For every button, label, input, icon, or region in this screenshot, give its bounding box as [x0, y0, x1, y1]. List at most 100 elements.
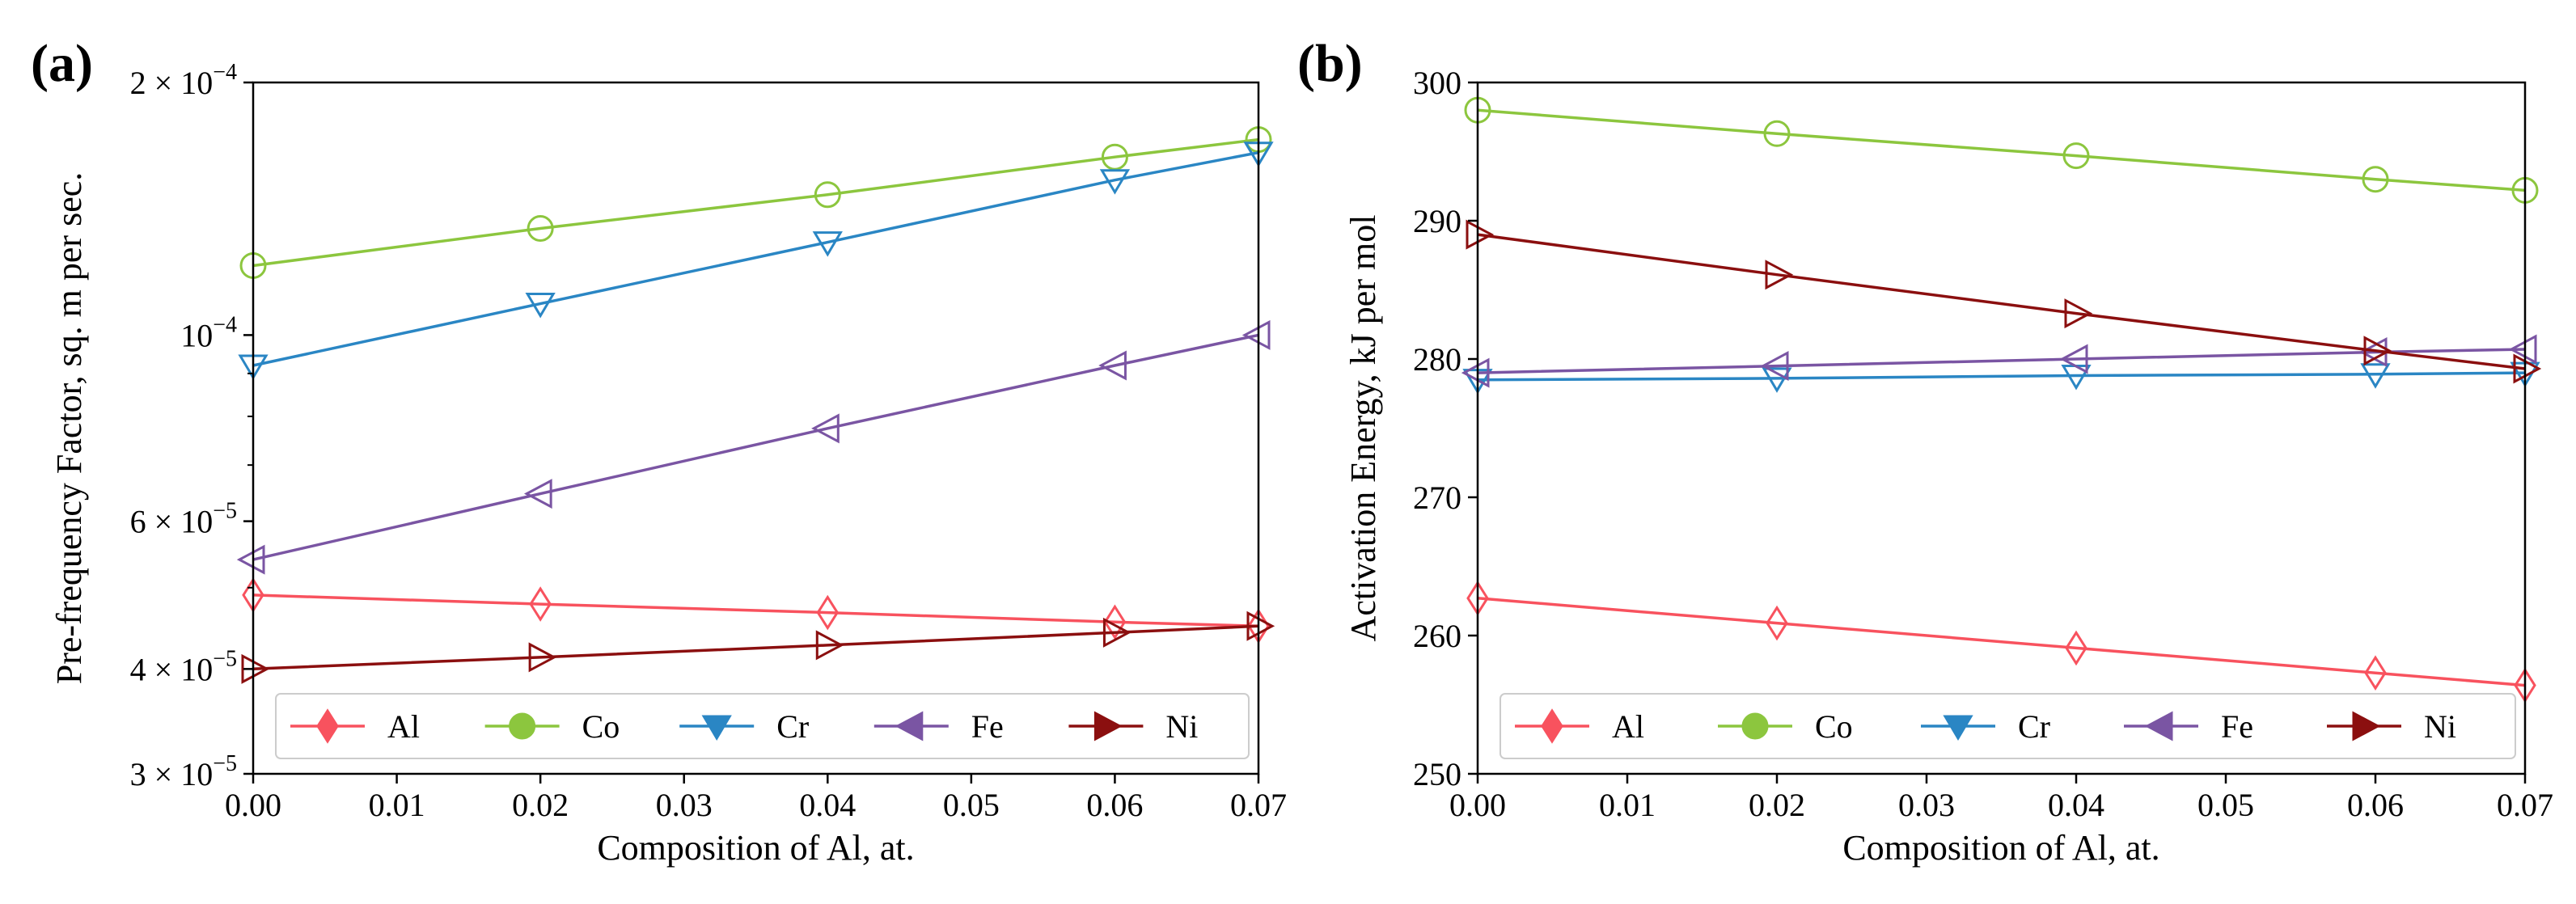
legend-marker: [1541, 708, 1563, 744]
legend-item-ni: Ni: [2327, 708, 2456, 745]
x-tick-label: 0.05: [2197, 787, 2254, 823]
legend-marker: [2144, 711, 2173, 741]
data-point-ni-2: [815, 630, 844, 661]
legend: Al Co Cr Fe Ni: [1499, 693, 2516, 759]
legend-label: Fe: [971, 708, 1004, 745]
data-point-ni-1: [528, 642, 557, 673]
data-point-ni-0: [1466, 219, 1495, 250]
series-ni: [241, 610, 1275, 684]
legend-item-al: Al: [1515, 708, 1644, 745]
data-point-ni-3: [2363, 336, 2392, 366]
data-point-al-3: [1103, 604, 1127, 640]
data-point-co-1: [1763, 120, 1791, 147]
data-point-fe-1: [1760, 351, 1789, 382]
data-point-co-2: [814, 181, 841, 209]
data-point-al-1: [529, 586, 552, 622]
y-tick-label: 280: [1413, 341, 1461, 378]
legend-item-fe: Fe: [873, 708, 1004, 745]
series-group: [1461, 96, 2542, 703]
legend-label: Co: [1815, 708, 1853, 745]
x-tick-label: 0.06: [1086, 787, 1143, 823]
data-point-ni-3: [1102, 617, 1131, 648]
y-ticks: 250 260 270 280 290 300: [1413, 65, 1478, 792]
series-al: [1466, 581, 2536, 703]
y-tick-label: 10−4: [180, 312, 237, 353]
data-point-co-1: [527, 214, 554, 242]
legend-label: Co: [582, 708, 620, 745]
series-line-cr: [1477, 371, 2526, 382]
data-point-fe-2: [2059, 344, 2088, 374]
x-tick-label: 0.01: [369, 787, 425, 823]
legend-marker: [2352, 711, 2381, 741]
panel-label: (a): [31, 34, 93, 93]
y-tick-label: 2 × 10−4: [130, 60, 237, 101]
y-tick-label: 3 × 10−5: [130, 751, 237, 792]
legend-item-al: Al: [290, 708, 420, 745]
legend-marker: [1741, 712, 1769, 740]
series-line-al: [1477, 597, 2526, 687]
x-tick-label: 0.04: [2048, 787, 2104, 823]
x-tick-label: 0.07: [1230, 787, 1287, 823]
legend-label: Al: [1612, 708, 1644, 745]
y-tick-label: 6 × 10−5: [130, 499, 237, 540]
data-point-ni-4: [1246, 610, 1275, 641]
data-point-ni-1: [1765, 260, 1794, 290]
legend-item-co: Co: [1718, 708, 1853, 745]
series-group: [236, 126, 1275, 684]
y-tick-label: 290: [1413, 203, 1461, 239]
plot-frame: [252, 81, 1260, 775]
legend-item-cr: Cr: [1921, 708, 2050, 745]
y-tick-label: 260: [1413, 618, 1461, 654]
y-axis-label: Activation Energy, kJ per mol: [1343, 215, 1383, 642]
series-line-al: [252, 594, 1259, 628]
x-tick-label: 0.00: [1449, 787, 1506, 823]
data-point-al-2: [816, 594, 840, 631]
data-point-cr-3: [2360, 363, 2391, 389]
legend-item-ni: Ni: [1068, 708, 1198, 745]
data-point-co-2: [2062, 142, 2090, 170]
chart-panel-b: 0.00 0.01 0.02 0.03 0.04 0.05 0.06 0.07 250 260 27…: [1297, 34, 2553, 868]
legend-marker: [895, 711, 924, 741]
series-line-fe: [252, 333, 1259, 561]
legend-label: Cr: [2018, 708, 2050, 745]
series-co: [1464, 96, 2539, 204]
series-line-ni: [252, 624, 1259, 671]
data-point-al-3: [2364, 655, 2387, 691]
series-line-ni: [1477, 233, 2526, 370]
y-ticks: 3 × 10−5 4 × 10−5 6 × 10−5 10−4 2 × 10−4: [130, 60, 253, 792]
series-line-fe: [1477, 348, 2526, 374]
data-point-cr-3: [1099, 169, 1131, 195]
legend-box: [1499, 693, 2516, 759]
data-point-ni-0: [241, 653, 270, 684]
data-point-al-1: [1766, 605, 1788, 641]
y-tick-label: 270: [1413, 479, 1461, 516]
data-point-cr-2: [812, 231, 843, 257]
x-tick-label: 0.02: [1749, 787, 1805, 823]
y-tick-label: 300: [1413, 65, 1461, 101]
legend-item-co: Co: [484, 708, 620, 745]
data-point-fe-1: [523, 479, 552, 509]
x-tick-label: 0.06: [2347, 787, 2404, 823]
y-tick-label: 4 × 10−5: [130, 646, 237, 687]
legend: Al Co Cr Fe Ni: [275, 693, 1250, 759]
x-tick-label: 0.03: [1898, 787, 1955, 823]
data-point-fe-3: [1098, 350, 1127, 381]
data-point-al-2: [2065, 630, 2087, 666]
data-point-ni-4: [2513, 353, 2542, 384]
legend-label: Cr: [776, 708, 809, 745]
x-ticks: 0.00 0.01 0.02 0.03 0.04 0.05 0.06 0.07: [1449, 774, 2553, 823]
series-line-co: [252, 137, 1259, 268]
legend-label: Ni: [1165, 708, 1198, 745]
data-point-cr-1: [525, 293, 556, 319]
legend-marker: [316, 708, 339, 744]
data-point-fe-2: [811, 413, 840, 444]
x-tick-label: 0.05: [943, 787, 1000, 823]
x-tick-label: 0.04: [799, 787, 856, 823]
x-ticks: 0.00 0.01 0.02 0.03 0.04 0.05 0.06 0.07: [225, 774, 1287, 823]
y-axis-label: Pre-frequency Factor, sq. m per sec.: [49, 172, 89, 685]
series-ni: [1466, 219, 2542, 384]
legend-marker: [509, 712, 536, 740]
data-point-fe-4: [1241, 319, 1271, 350]
legend-marker: [701, 715, 732, 741]
